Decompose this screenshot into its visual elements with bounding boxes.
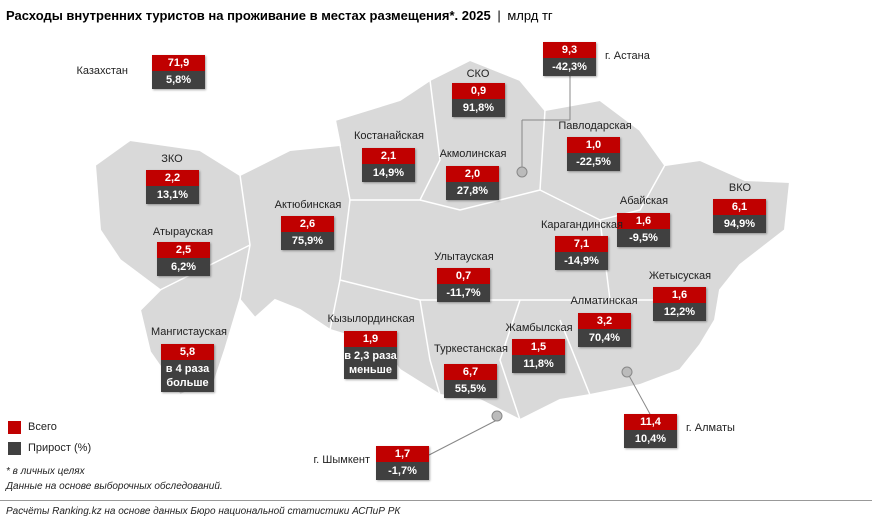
total-value: 0,9 [452,83,505,99]
region-box: 71,9 5,8% [152,55,205,89]
total-value: 1,6 [653,287,706,303]
title-row: Расходы внутренних туристов на проживани… [6,8,553,23]
region-name: г. Алматы [686,422,735,434]
total-value: 11,4 [624,414,677,430]
total-value: 6,1 [713,199,766,215]
growth-value: 91,8% [452,99,505,117]
region-name: Мангистауская [150,326,228,338]
growth-value: 6,2% [157,258,210,276]
total-value: 5,8 [161,344,214,360]
region-box: 1,6 12,2% [653,287,706,321]
region-name: г. Шымкент [313,454,371,466]
growth-value: 11,8% [512,355,565,373]
total-value: 2,6 [281,216,334,232]
region-box: 1,9 в 2,3 раза меньше [344,331,397,379]
legend-growth: Прирост (%) [28,442,92,454]
leader-lines [428,75,651,456]
source: Расчёты Ranking.kz на основе данных Бюро… [6,506,401,517]
region-box: 3,2 70,4% [578,313,631,347]
total-value: 1,9 [344,331,397,347]
region-box: 2,6 75,9% [281,216,334,250]
region-name: Карагандинская [541,219,623,231]
title: Расходы внутренних туристов на проживани… [6,8,491,23]
growth-value: 27,8% [446,182,499,200]
region-box: 6,7 55,5% [444,364,497,398]
region-name: Кызылординская [327,313,415,325]
region-box: 0,9 91,8% [452,83,505,117]
total-value: 1,6 [617,213,670,229]
growth-value: -22,5% [567,153,620,171]
region-name: Жетысуская [648,270,712,282]
region-name: Казахстан [76,65,128,77]
region-box: 2,2 13,1% [146,170,199,204]
region-box: 1,5 11,8% [512,339,565,373]
region-name: СКО [466,68,490,80]
total-value: 71,9 [152,55,205,71]
legend-total: Всего [28,421,57,433]
total-value: 3,2 [578,313,631,329]
growth-value: в 4 раза больше [161,360,214,392]
growth-value: -14,9% [555,252,608,270]
region-name: Жамбылская [505,322,573,334]
region-name: Акмолинская [439,148,507,160]
region-name: Алматинская [570,295,638,307]
region-box: 2,5 6,2% [157,242,210,276]
region-box: 7,1 -14,9% [555,236,608,270]
region-box: 11,4 10,4% [624,414,677,448]
total-value: 1,7 [376,446,429,462]
legend-swatch-growth [8,442,21,455]
total-value: 9,3 [543,42,596,58]
region-box: 1,7 -1,7% [376,446,429,480]
growth-value: 14,9% [362,164,415,182]
region-name: Павлодарская [558,120,632,132]
growth-value: 55,5% [444,380,497,398]
region-name: Туркестанская [434,343,508,355]
growth-value: 12,2% [653,303,706,321]
region-name: ВКО [728,182,752,194]
growth-value: 10,4% [624,430,677,448]
growth-value: -42,3% [543,58,596,76]
region-box: 0,7 -11,7% [437,268,490,302]
region-name: Костанайская [353,130,425,142]
unit: млрд тг [507,8,553,23]
total-value: 2,5 [157,242,210,258]
total-value: 2,0 [446,166,499,182]
growth-value: 70,4% [578,329,631,347]
growth-value: -11,7% [437,284,490,302]
total-value: 2,2 [146,170,199,186]
total-value: 6,7 [444,364,497,380]
region-box: 6,1 94,9% [713,199,766,233]
region-box: 1,6 -9,5% [617,213,670,247]
growth-value: 75,9% [281,232,334,250]
divider [0,500,872,501]
region-name: Атырауская [152,226,214,238]
total-value: 1,5 [512,339,565,355]
legend-swatch-total [8,421,21,434]
region-name: ЗКО [161,153,183,165]
growth-value: в 2,3 раза меньше [344,347,397,379]
region-name: Актюбинская [274,199,342,211]
note: * в личных целях [6,466,85,477]
region-name: Абайская [619,195,669,207]
growth-value: -1,7% [376,462,429,480]
note: Данные на основе выборочных обследований… [6,481,223,492]
region-box: 2,1 14,9% [362,148,415,182]
region-box: 5,8 в 4 раза больше [161,344,214,392]
region-name: г. Астана [605,50,650,62]
growth-value: 94,9% [713,215,766,233]
total-value: 0,7 [437,268,490,284]
region-box: 9,3 -42,3% [543,42,596,76]
growth-value: 13,1% [146,186,199,204]
total-value: 2,1 [362,148,415,164]
total-value: 1,0 [567,137,620,153]
growth-value: -9,5% [617,229,670,247]
region-box: 2,0 27,8% [446,166,499,200]
region-box: 1,0 -22,5% [567,137,620,171]
total-value: 7,1 [555,236,608,252]
region-name: Улытауская [434,251,494,263]
growth-value: 5,8% [152,71,205,89]
